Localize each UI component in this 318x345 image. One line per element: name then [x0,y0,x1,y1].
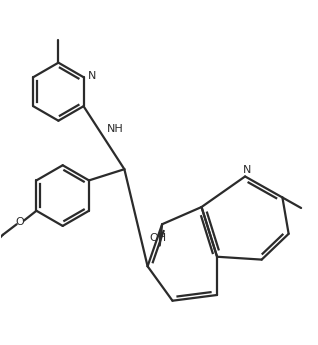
Text: NH: NH [107,125,124,135]
Text: O: O [16,217,24,227]
Text: OH: OH [149,233,167,243]
Text: N: N [87,71,96,81]
Text: N: N [243,165,251,175]
